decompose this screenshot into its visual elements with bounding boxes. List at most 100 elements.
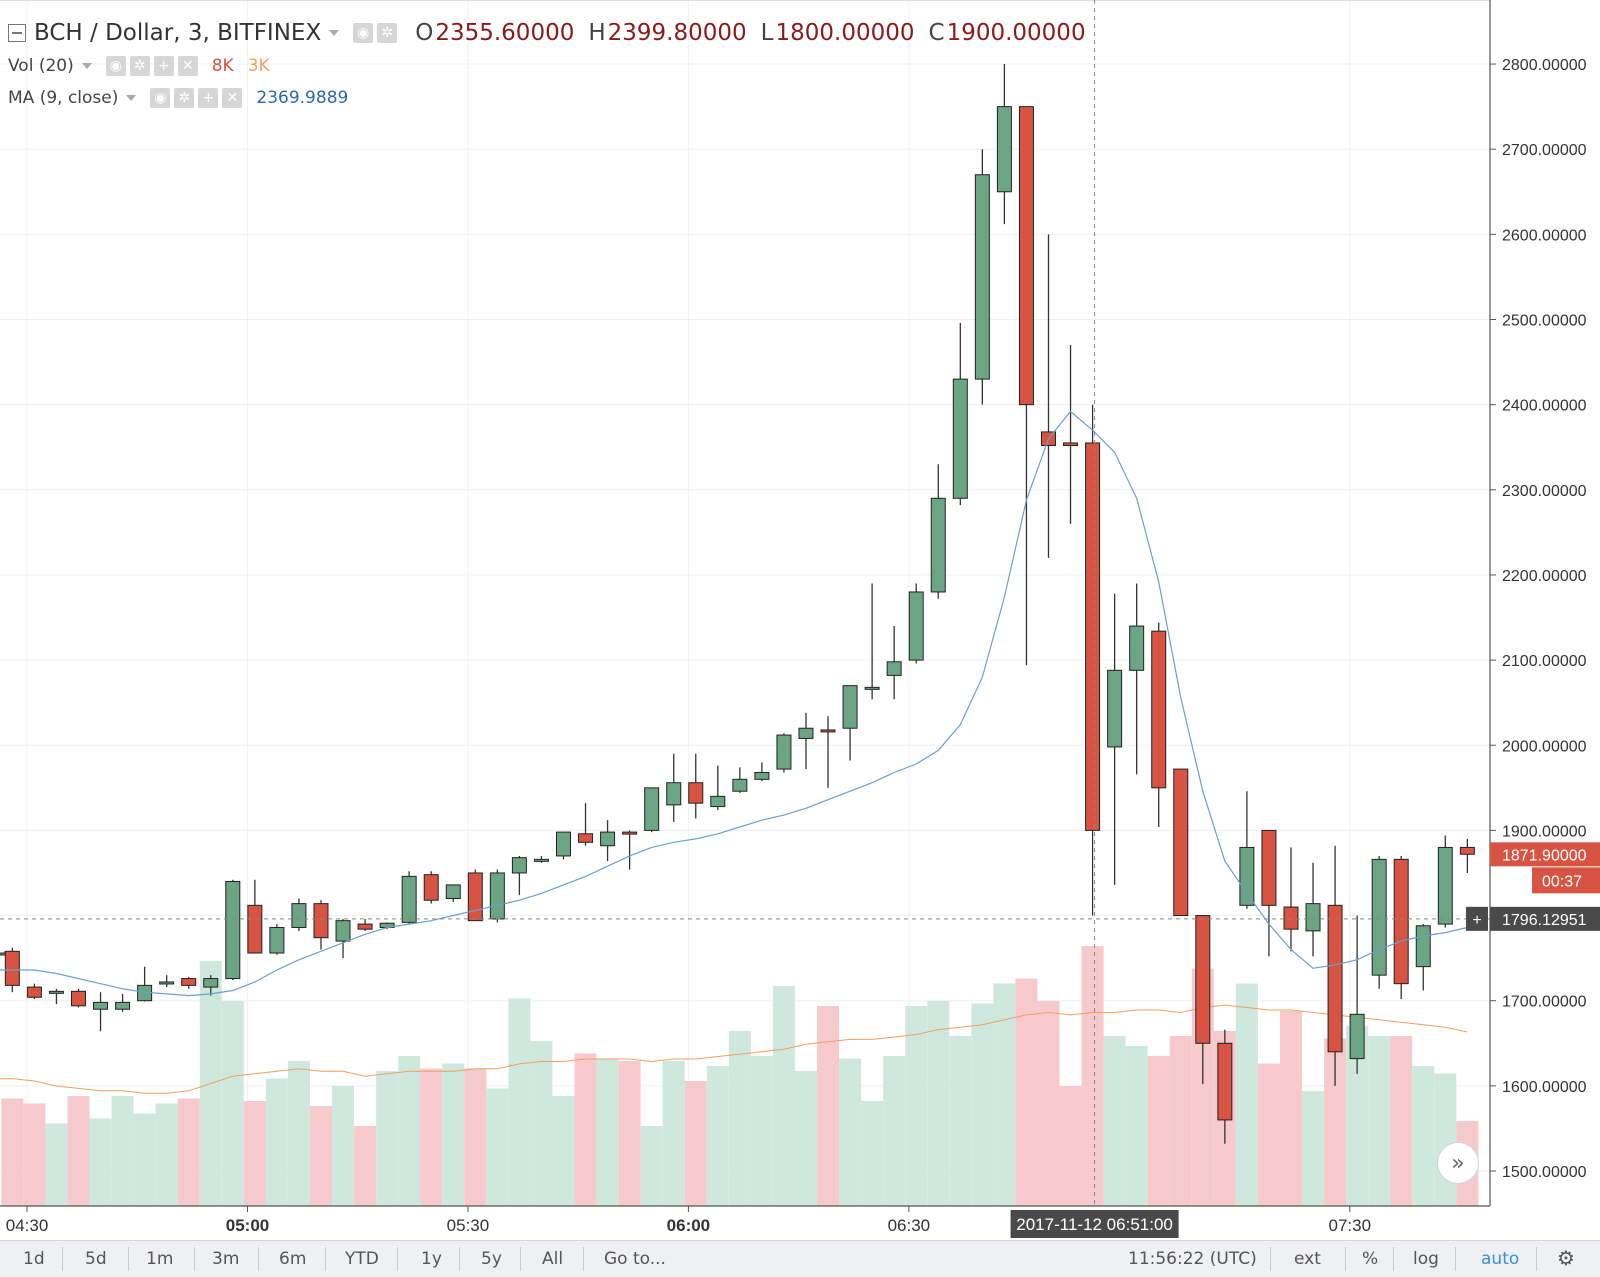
close-icon[interactable]: ✕ [177,56,198,76]
crosshair [0,0,1490,1206]
candle-body [1239,846,1255,906]
close-value: 1900.00000 [946,20,1086,46]
candle-body [225,880,241,980]
candle-body [269,926,285,954]
volume-bar [1103,1036,1126,1206]
volume-bars [1,946,1479,1206]
candle-body [1305,903,1321,932]
volume-bar [420,1068,443,1206]
eye-icon[interactable]: ◉ [150,88,171,108]
candle-body [1195,915,1211,1044]
volume-ma-polyline [0,1004,1468,1094]
volume-bar [354,1126,377,1206]
ma-line [0,410,1468,997]
candle-body [1349,1013,1365,1060]
auto-toggle[interactable]: auto [1481,1249,1520,1269]
volume-bar [265,1078,288,1206]
candle-body [357,923,373,930]
scroll-right-button[interactable]: » [1437,1142,1479,1184]
chevron-down-icon[interactable] [126,95,137,101]
candle-body [1018,106,1034,406]
volume-bar [332,1086,355,1206]
gear-icon[interactable]: ✲ [129,56,150,76]
candle-body [1151,630,1167,789]
candle-body [842,685,858,729]
crosshair-price-label: 1796.12951 [1502,912,1587,929]
volume-bar [1147,1056,1170,1206]
close-icon[interactable]: ✕ [222,88,243,108]
eye-icon[interactable]: ◉ [353,23,374,43]
ma-title[interactable]: MA (9, close) [8,88,119,108]
candle-body [864,686,880,690]
volume-bar [486,1088,509,1206]
chevron-down-icon[interactable] [81,63,92,69]
candle-body [996,106,1012,193]
candle-body [445,884,461,900]
goto-button[interactable]: Go to... [604,1249,666,1269]
open-value: 2355.60000 [435,20,575,46]
range-1y[interactable]: 1y [421,1249,442,1269]
symbol-title[interactable]: BCH / Dollar, 3, BITFINEX [34,20,322,46]
range-6m[interactable]: 6m [279,1249,307,1269]
candle-body [26,986,42,998]
range-5d[interactable]: 5d [85,1249,107,1269]
low-value: 1800.00000 [775,20,915,46]
candle-body [1415,925,1431,968]
volume-bar [640,1126,663,1206]
y-tick-label: 2300.00000 [1502,483,1587,500]
range-3m[interactable]: 3m [212,1249,240,1269]
range-1m[interactable]: 1m [146,1249,174,1269]
crosshair-plus-box [1466,906,1488,931]
volume-bar [243,1101,266,1206]
labels: 1871.90000 00:37 + 1796.12951 2017-11-12 06:… [1010,842,1600,1238]
candle-body [798,727,814,739]
volume-bar [1015,978,1038,1206]
volume-bar [442,1063,465,1206]
eye-icon[interactable]: ◉ [105,56,126,76]
y-tick-label: 2700.00000 [1502,142,1587,159]
candle-body [181,978,197,986]
gear-icon[interactable]: ✲ [174,88,195,108]
candle-body [48,990,64,994]
collapse-icon[interactable] [8,24,26,42]
range-ytd[interactable]: YTD [345,1249,379,1269]
candle-body [291,903,307,928]
plus-icon[interactable]: + [153,56,174,76]
chevron-down-icon[interactable] [329,30,340,36]
ext-toggle[interactable]: ext [1294,1249,1321,1269]
plus-icon[interactable]: + [198,88,219,108]
volume-bar [45,1123,68,1206]
low-label: L [760,20,774,46]
volume-bar [1434,1073,1457,1206]
candle-body [666,782,682,806]
candle-body [115,1001,131,1010]
candle-body [203,978,219,988]
settings-gear-icon[interactable]: ⚙ [1557,1246,1575,1270]
candle-body [754,771,770,780]
range-1d[interactable]: 1d [23,1249,45,1269]
gear-icon[interactable]: ✲ [377,23,398,43]
volume-bar [309,1106,332,1206]
y-tick-label: 2000.00000 [1502,738,1587,755]
clock[interactable]: 11:56:22 (UTC) [1128,1249,1257,1269]
volume-bar [1412,1066,1435,1206]
candle-body [555,831,571,857]
volume-bar [596,1058,619,1206]
candle-body [423,874,439,901]
candle-body [908,591,924,661]
volume-title[interactable]: Vol (20) [8,56,74,76]
legend-ma: MA (9, close) ◉ ✲ + ✕ 2369.9889 [8,88,348,108]
volume-bar [949,1036,972,1206]
candle-body [1217,1042,1233,1121]
volume-bar [861,1101,884,1206]
chart[interactable]: 1500.00000 1600.00000 1700.00000 1800.00000… [0,0,1600,1240]
log-toggle[interactable]: log [1413,1249,1439,1269]
percent-toggle[interactable]: % [1362,1249,1379,1269]
candle-body [401,875,417,923]
volume-bar [684,1081,707,1206]
candle-body [710,795,726,808]
legend-main: BCH / Dollar, 3, BITFINEX ◉ ✲ O 2355.600… [8,20,1086,46]
range-all[interactable]: All [542,1249,564,1269]
range-5y[interactable]: 5y [481,1249,502,1269]
volume-bar [706,1066,729,1206]
